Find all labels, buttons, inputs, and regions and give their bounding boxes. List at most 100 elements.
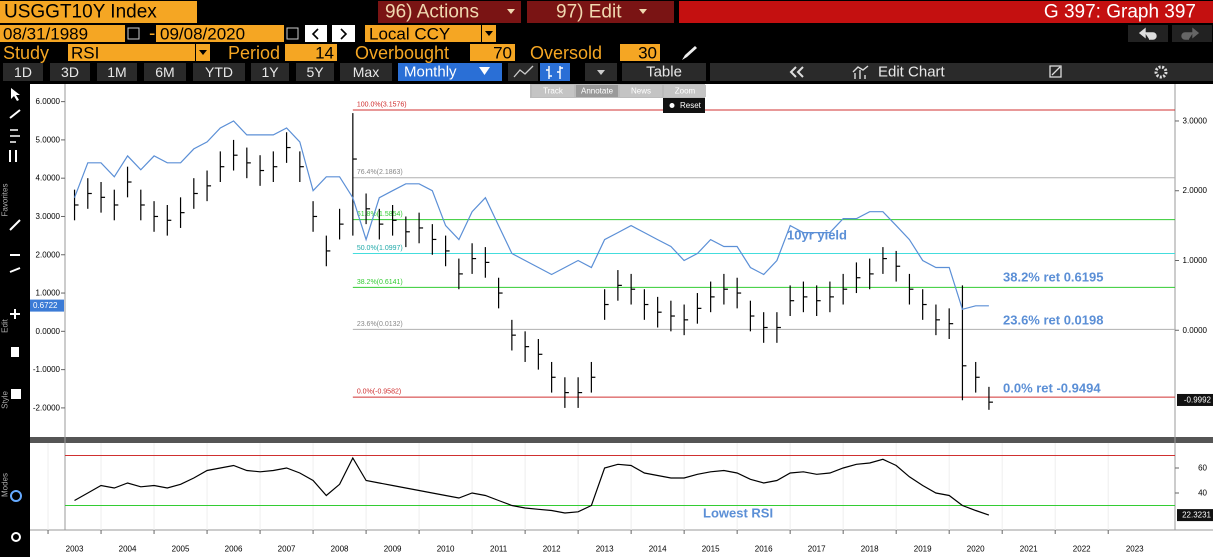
y-tick-label: 0.0000: [36, 327, 61, 336]
x-tick-label: 2013: [596, 545, 614, 554]
x-tick-label: 2019: [914, 545, 932, 554]
mini-label: Annotate: [581, 87, 614, 96]
range-button[interactable]: [3, 63, 43, 81]
series-line: [74, 456, 990, 516]
dropdown-arrow: [199, 50, 207, 55]
period: 14: [315, 44, 334, 63]
actions: 96) Actions: [385, 2, 479, 23]
pointer-tool[interactable]: [11, 88, 20, 101]
range-label: Max: [353, 64, 379, 80]
mode-tool[interactable]: [10, 490, 22, 502]
period-label: Period: [228, 43, 280, 63]
mini-button[interactable]: [576, 85, 618, 97]
study: RSI: [71, 44, 99, 63]
x-tick-label: 2010: [437, 545, 455, 554]
start-date: 08/31/1989: [3, 25, 88, 44]
range-button[interactable]: [97, 63, 137, 81]
collapse-icon[interactable]: [789, 66, 804, 78]
drawing-tools[interactable]: [9, 219, 21, 273]
pencil-icon[interactable]: [682, 46, 697, 60]
last-value-box: [1177, 509, 1213, 522]
oversold-label: Oversold: [530, 43, 602, 63]
x-tick-label: 2011: [490, 545, 508, 554]
fib-tool[interactable]: [10, 129, 20, 143]
level-label: 0.0%(-0.9582): [357, 389, 401, 396]
edit: 97) Edit: [556, 2, 622, 23]
bar-tool[interactable]: [9, 150, 17, 162]
dropdown-arrow: [485, 31, 493, 36]
x-tick-label: 2006: [225, 545, 243, 554]
oversold: 30: [638, 44, 657, 63]
annotation: 38.2% ret 0.6195: [1003, 270, 1103, 285]
period-box[interactable]: [285, 44, 337, 61]
mini-button[interactable]: [532, 85, 574, 97]
range-button[interactable]: [296, 63, 334, 81]
settings-tool[interactable]: [11, 532, 21, 542]
sidebar-label: Edit: [1, 318, 10, 333]
undo-icon: [1138, 27, 1157, 40]
x-axis-bg: [30, 530, 1213, 557]
table-button[interactable]: [622, 63, 706, 81]
reset-button[interactable]: [663, 98, 705, 113]
next-arrow: [340, 28, 348, 40]
graph-title: G 397: Graph 397: [1044, 2, 1196, 23]
mini-button[interactable]: [620, 85, 662, 97]
range-buttons: 1D 3D 1M 6M YTD 1Y 5Y Max: [3, 63, 392, 81]
range-button[interactable]: [144, 63, 186, 81]
mini-button[interactable]: [664, 85, 706, 97]
y-tick-label: 3.0000: [36, 212, 61, 221]
reset: Reset: [680, 101, 702, 110]
actions-button[interactable]: [378, 1, 521, 23]
x-tick-label: 2007: [278, 545, 296, 554]
delete-tool[interactable]: [11, 347, 19, 357]
currency: Local CCY: [369, 25, 450, 44]
study-box[interactable]: [68, 44, 195, 61]
frequency-box[interactable]: [398, 63, 502, 81]
sidebar: [0, 84, 30, 557]
draw-icon[interactable]: [1049, 65, 1062, 78]
y-tick-label: 2.0000: [36, 250, 61, 259]
next-button[interactable]: [332, 25, 355, 42]
edit-button[interactable]: [527, 1, 674, 23]
end-date-box[interactable]: [156, 25, 284, 42]
move-tool[interactable]: [10, 309, 20, 319]
settings-icon[interactable]: [1154, 65, 1168, 79]
dropdown-arrow: [597, 70, 605, 75]
bar-icon-button[interactable]: [540, 63, 570, 81]
range-button[interactable]: [251, 63, 289, 81]
mini-label: Zoom: [675, 87, 696, 96]
start-date-box[interactable]: [0, 25, 125, 42]
y-tick-label: 1.0000: [1183, 256, 1208, 265]
oversold-box[interactable]: [620, 44, 660, 61]
graph-bar: [679, 1, 1213, 23]
y-tick-label: 1.0000: [36, 289, 61, 298]
y-tick-label: 0.0000: [1183, 326, 1208, 335]
range-button[interactable]: [340, 63, 392, 81]
prev-button[interactable]: [305, 25, 327, 42]
range-label: 6M: [155, 64, 174, 80]
y-tick-label: 60: [1198, 464, 1207, 473]
overbought-box[interactable]: [470, 44, 515, 61]
line-tool[interactable]: [9, 109, 21, 119]
calendar-icon[interactable]: [286, 27, 299, 40]
range-button[interactable]: [50, 63, 90, 81]
x-tick-label: 2017: [808, 545, 826, 554]
currency-box[interactable]: [365, 25, 481, 42]
x-tick-label: 2014: [649, 545, 667, 554]
ticker-box[interactable]: [0, 1, 197, 23]
level-label: 23.6%(0.0132): [357, 321, 403, 328]
edit-chart[interactable]: Edit Chart: [878, 64, 946, 81]
mini-label: News: [631, 87, 651, 96]
calendar-icon[interactable]: [127, 27, 140, 40]
x-tick-label: 2021: [1020, 545, 1038, 554]
style-tool[interactable]: [11, 389, 21, 399]
y-tick-label: 40: [1198, 489, 1207, 498]
y-tick-label: 5.0000: [36, 135, 61, 144]
annotation: 0.0% ret -0.9494: [1003, 381, 1101, 396]
range-button[interactable]: [193, 63, 245, 81]
x-tick-label: 2004: [119, 545, 137, 554]
table: Table: [646, 64, 682, 81]
x-tick-label: 2005: [172, 545, 190, 554]
sidebar-icons: [9, 88, 22, 542]
